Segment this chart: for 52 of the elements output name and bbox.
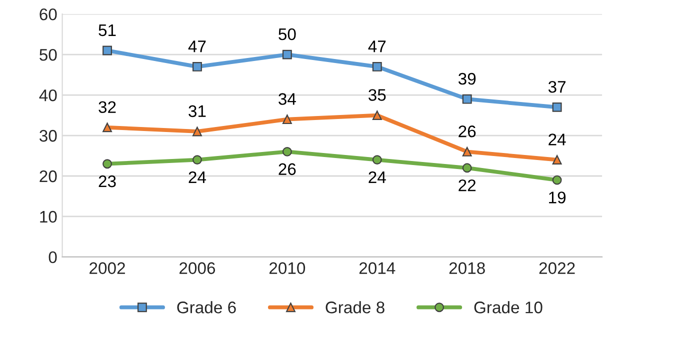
data-label: 24 — [548, 134, 566, 146]
y-tick-label: 40 — [39, 89, 57, 102]
data-label: 22 — [458, 179, 476, 192]
legend-label: Grade 8 — [326, 301, 384, 314]
point — [102, 159, 112, 169]
point — [192, 62, 202, 72]
data-label: 34 — [278, 93, 296, 105]
x-tick-label: 2010 — [269, 262, 306, 274]
y-tick-label: 30 — [40, 130, 57, 142]
point — [282, 146, 292, 156]
point — [372, 110, 382, 120]
point — [552, 175, 562, 185]
x-tick-label: 2002 — [90, 262, 125, 274]
x-tick-label: 2022 — [539, 262, 575, 274]
point — [192, 155, 202, 165]
point — [552, 102, 562, 112]
data-label: 31 — [188, 105, 206, 118]
data-label: 35 — [368, 89, 386, 101]
point — [102, 122, 112, 132]
data-label: 24 — [188, 171, 206, 183]
point — [192, 126, 202, 136]
data-label: 47 — [188, 40, 206, 52]
data-label: 37 — [548, 80, 566, 93]
data-label: 32 — [98, 101, 116, 114]
y-tick-label: 0 — [48, 251, 57, 264]
data-label: 50 — [278, 28, 296, 40]
data-label: 51 — [98, 24, 116, 36]
x-tick-label: 2014 — [359, 262, 396, 274]
data-label: 19 — [549, 192, 566, 204]
point — [282, 50, 292, 60]
data-label: 26 — [458, 126, 476, 138]
legend-label: Grade 10 — [474, 301, 542, 314]
point — [372, 155, 382, 165]
x-tick-label: 2018 — [449, 262, 485, 274]
point — [372, 62, 382, 72]
point — [282, 114, 292, 124]
data-label: 47 — [368, 40, 386, 52]
x-tick-label: 2006 — [180, 262, 216, 274]
data-label: 23 — [98, 175, 116, 188]
y-tick-label: 10 — [40, 210, 57, 223]
point — [462, 163, 472, 173]
data-label: 24 — [368, 171, 386, 183]
legend-label: Grade 6 — [177, 301, 236, 314]
point — [102, 46, 112, 56]
point — [552, 155, 562, 165]
y-tick-label: 60 — [40, 8, 57, 20]
data-label: 39 — [458, 72, 476, 85]
point — [462, 146, 472, 156]
y-tick-label: 50 — [40, 48, 57, 61]
point — [462, 94, 472, 104]
data-label: 26 — [278, 163, 296, 176]
y-tick-label: 20 — [40, 170, 57, 182]
